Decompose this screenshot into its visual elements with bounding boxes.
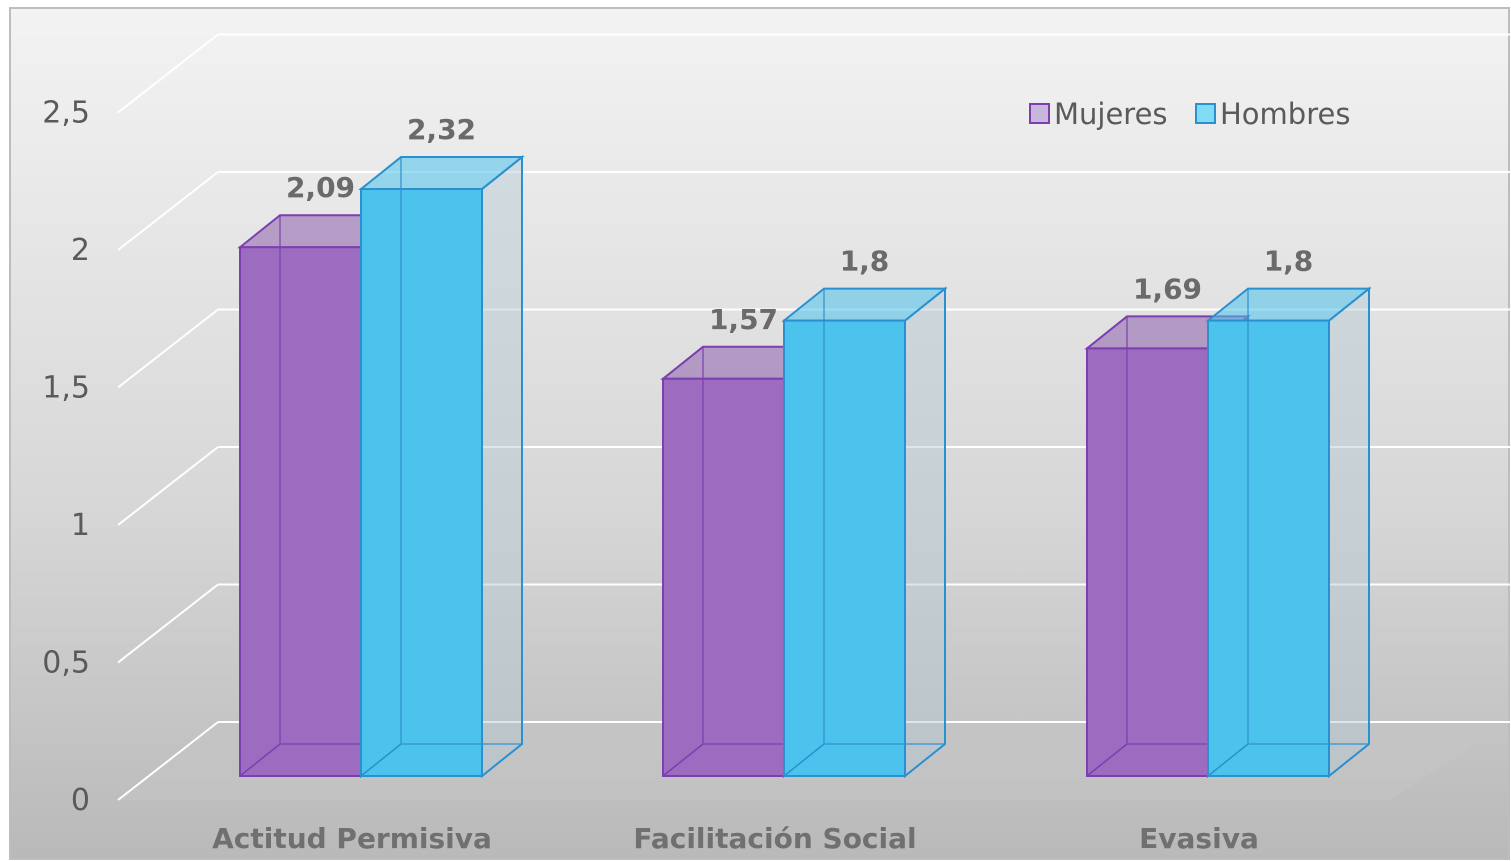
data-label: 1,8 [1264,245,1314,278]
bar-front-face [1086,347,1209,777]
bar-side-face [1328,286,1370,779]
data-label: 1,8 [840,245,890,278]
bar-front-face [239,246,362,778]
bar-hombres-1 [781,286,948,779]
bar-front-face [1207,319,1330,777]
bar-hombres-0 [358,154,525,779]
bar-side-face [481,154,523,779]
x-category-label: Actitud Permisiva [212,822,492,855]
legend-swatch-mujeres [1029,103,1050,124]
y-tick-label: 1,5 [42,371,90,406]
data-label: 1,69 [1133,272,1202,305]
y-tick-label: 1 [71,508,90,543]
bar-depth-edge [360,743,402,777]
y-tick-label: 0 [71,783,90,818]
bar-depth-edge [1086,743,1128,777]
bar-depth-edge [239,743,281,777]
gridline-depth [117,583,219,664]
y-tick-label: 2 [71,233,90,268]
x-category-label: Facilitación Social [633,822,916,855]
legend-label-mujeres: Mujeres [1054,97,1168,131]
bar-front-face [783,319,906,777]
gridline-depth [117,308,219,389]
gridline-depth [117,33,219,114]
gridline-depth [117,721,219,801]
data-label: 2,32 [407,113,476,146]
legend-swatch-hombres [1195,103,1216,124]
legend-label-hombres: Hombres [1220,97,1350,131]
bar-hombres-2 [1205,286,1372,779]
bar-side-face [904,286,946,779]
bar-front-face [662,377,785,777]
x-category-label: Evasiva [1139,822,1259,855]
bar-depth-edge [662,743,704,777]
y-tick-label: 0,5 [42,646,90,681]
bar-depth-edge [1207,743,1249,777]
bar-depth-edge [783,743,825,777]
gridline-depth [117,171,219,251]
data-label: 1,57 [709,303,778,336]
data-label: 2,09 [286,171,355,204]
gridline-depth [117,446,219,526]
bar-front-face [360,188,483,778]
y-tick-label: 2,5 [42,96,90,131]
